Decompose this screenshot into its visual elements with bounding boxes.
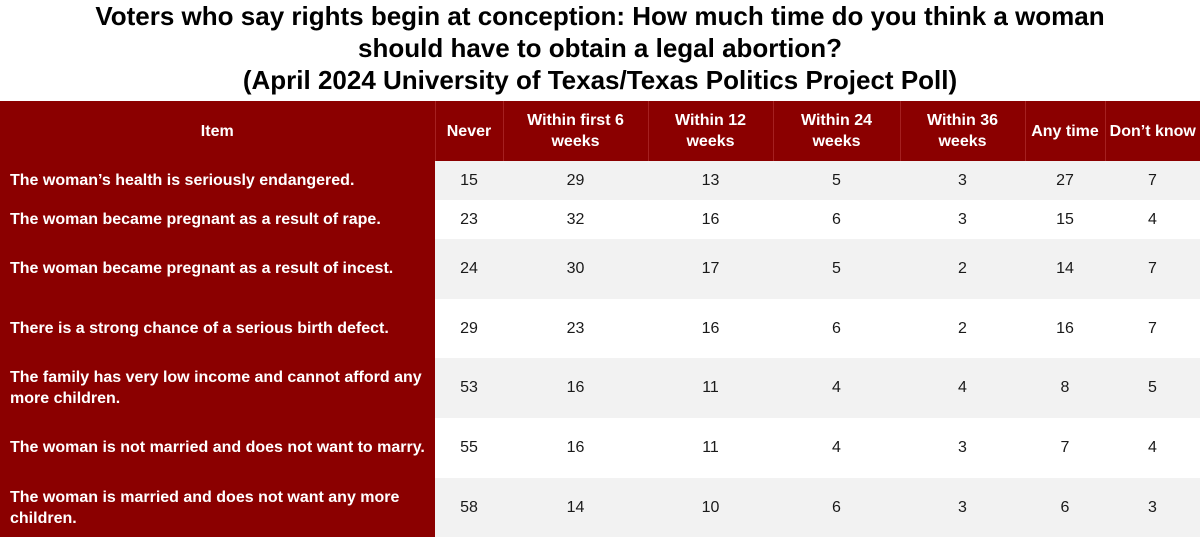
table-row: The woman became pregnant as a result of…	[0, 200, 1200, 239]
chart-title: Voters who say rights begin at conceptio…	[0, 0, 1200, 101]
column-header: Never	[435, 101, 504, 161]
table-cell-value: 32	[503, 200, 648, 239]
table-row: There is a strong chance of a serious bi…	[0, 298, 1200, 359]
table-cell-value: 6	[773, 477, 900, 538]
table-cell-value: 24	[435, 239, 503, 299]
table-cell-value: 5	[1105, 358, 1200, 419]
table-cell-value: 3	[900, 418, 1025, 478]
table-cell-value: 7	[1105, 298, 1200, 359]
table-cell-value: 3	[900, 161, 1025, 200]
column-header: Within 36 weeks	[900, 101, 1026, 161]
table-cell-value: 16	[1025, 298, 1105, 359]
title-line-1: Voters who say rights begin at conceptio…	[95, 1, 1105, 31]
table-cell-value: 11	[648, 418, 773, 478]
table-cell-value: 5	[773, 239, 900, 299]
row-item-label: The woman’s health is seriously endanger…	[0, 161, 435, 200]
table-cell-value: 29	[435, 298, 503, 359]
table-cell-value: 55	[435, 418, 503, 478]
column-header: Within first 6 weeks	[503, 101, 649, 161]
table-row: The woman is married and does not want a…	[0, 477, 1200, 538]
table-cell-value: 7	[1105, 239, 1200, 299]
header-row: Item Never Within first 6 weeks Within 1…	[0, 101, 1200, 161]
column-header: Within 12 weeks	[648, 101, 774, 161]
table-cell-value: 17	[648, 239, 773, 299]
table-cell-value: 16	[648, 298, 773, 359]
table-cell-value: 15	[1025, 200, 1105, 239]
table-cell-value: 3	[900, 200, 1025, 239]
table-cell-value: 7	[1025, 418, 1105, 478]
column-header: Don’t know	[1105, 101, 1200, 161]
row-item-label: The woman became pregnant as a result of…	[0, 239, 435, 299]
table-cell-value: 5	[773, 161, 900, 200]
table-cell-value: 27	[1025, 161, 1105, 200]
table-row: The woman’s health is seriously endanger…	[0, 161, 1200, 200]
column-header: Any time	[1025, 101, 1106, 161]
data-table: Item Never Within first 6 weeks Within 1…	[0, 101, 1200, 538]
table-cell-value: 16	[648, 200, 773, 239]
table-row: The woman is not married and does not wa…	[0, 418, 1200, 478]
table-body: The woman’s health is seriously endanger…	[0, 161, 1200, 538]
table-cell-value: 3	[900, 477, 1025, 538]
table-cell-value: 4	[773, 358, 900, 419]
row-item-label: The family has very low income and canno…	[0, 358, 435, 419]
row-item-label: There is a strong chance of a serious bi…	[0, 298, 435, 359]
table-cell-value: 58	[435, 477, 503, 538]
table-cell-value: 29	[503, 161, 648, 200]
table-cell-value: 23	[503, 298, 648, 359]
table-cell-value: 2	[900, 298, 1025, 359]
table-cell-value: 30	[503, 239, 648, 299]
column-header: Item	[0, 101, 436, 161]
table-cell-value: 8	[1025, 358, 1105, 419]
table-cell-value: 3	[1105, 477, 1200, 538]
table-cell-value: 6	[1025, 477, 1105, 538]
table-cell-value: 4	[900, 358, 1025, 419]
table-cell-value: 16	[503, 418, 648, 478]
title-line-2: should have to obtain a legal abortion?	[358, 33, 842, 63]
table-cell-value: 11	[648, 358, 773, 419]
table-row: The woman became pregnant as a result of…	[0, 239, 1200, 299]
table-cell-value: 15	[435, 161, 503, 200]
row-item-label: The woman is not married and does not wa…	[0, 418, 435, 478]
title-line-3: (April 2024 University of Texas/Texas Po…	[242, 65, 958, 95]
table-cell-value: 23	[435, 200, 503, 239]
table-cell-value: 4	[1105, 200, 1200, 239]
row-item-label: The woman is married and does not want a…	[0, 477, 435, 538]
table-cell-value: 14	[1025, 239, 1105, 299]
table-cell-value: 16	[503, 358, 648, 419]
column-header: Within 24 weeks	[773, 101, 901, 161]
table-cell-value: 13	[648, 161, 773, 200]
row-item-label: The woman became pregnant as a result of…	[0, 200, 435, 239]
table-cell-value: 7	[1105, 161, 1200, 200]
table-row: The family has very low income and canno…	[0, 358, 1200, 419]
table-cell-value: 10	[648, 477, 773, 538]
table-cell-value: 2	[900, 239, 1025, 299]
table-cell-value: 4	[1105, 418, 1200, 478]
table-cell-value: 14	[503, 477, 648, 538]
table-cell-value: 4	[773, 418, 900, 478]
table-cell-value: 6	[773, 200, 900, 239]
table-cell-value: 53	[435, 358, 503, 419]
table-cell-value: 6	[773, 298, 900, 359]
